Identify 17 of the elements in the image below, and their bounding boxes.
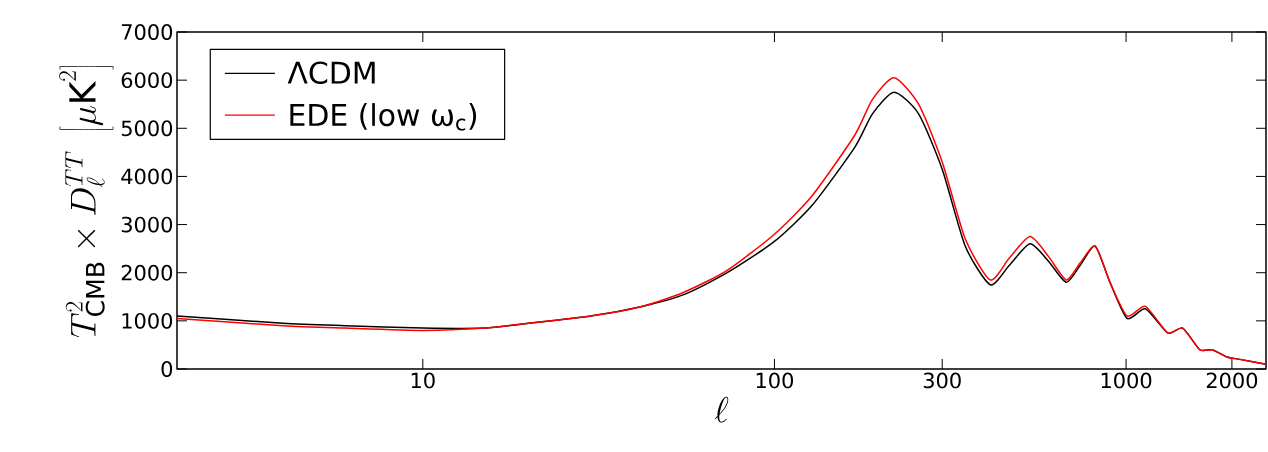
- x-tick-label: 10: [411, 372, 435, 389]
- legend-label: ΛCDM: [287, 61, 375, 85]
- y-tick-label: 5000: [121, 120, 173, 137]
- y-tick-label: 7000: [121, 24, 173, 40]
- x-axis-title: $\ell$: [714, 396, 729, 423]
- x-tick-label: 100: [756, 372, 794, 389]
- y-tick-label: 0: [161, 361, 173, 377]
- y-tick-label: 4000: [121, 168, 173, 185]
- x-tick-label: 300: [923, 372, 961, 389]
- x-tick-label: 1000: [1101, 372, 1152, 389]
- y-tick-label: 1000: [122, 312, 173, 329]
- y-tick-label: 2000: [121, 264, 173, 281]
- y-axis-title: $T^2_{\mathrm{CMB}}\times D_\ell^{TT}\ \left[\mu\mathrm{K}^2\right]$: [59, 66, 114, 338]
- legend-label: EDE (low ω$_{c}$): [290, 103, 477, 131]
- y-tick-label: 3000: [121, 216, 173, 233]
- y-tick-label: 6000: [121, 72, 173, 89]
- x-tick-label: 2000: [1206, 372, 1258, 389]
